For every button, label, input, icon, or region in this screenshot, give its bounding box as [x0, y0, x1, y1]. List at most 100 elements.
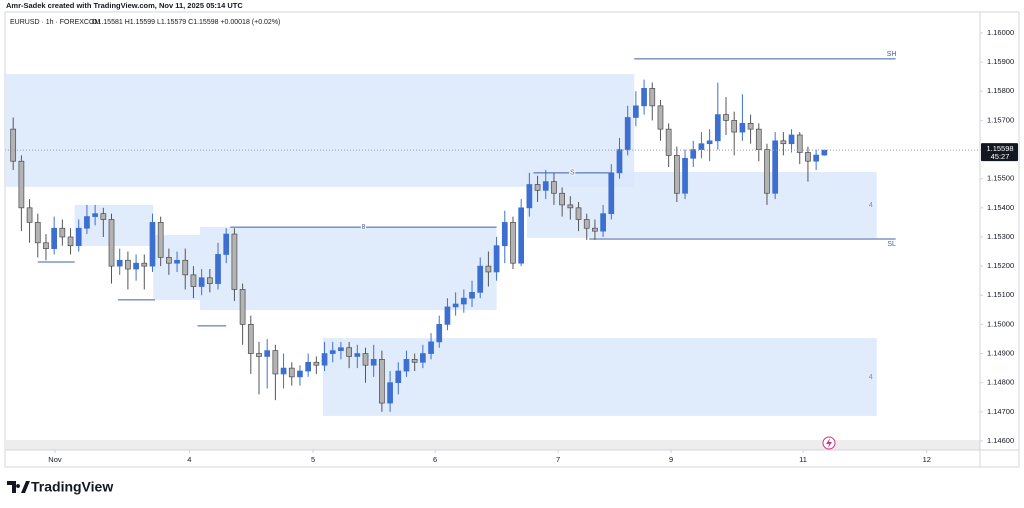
candle-body: [305, 361, 312, 372]
x-tick-label: 7: [556, 455, 560, 464]
level-label: SH: [887, 51, 897, 58]
candle-body: [272, 350, 279, 375]
candle-body: [764, 149, 770, 194]
candle-body: [436, 324, 443, 343]
candle-body: [362, 353, 369, 366]
logo: TradingView: [7, 479, 113, 495]
bottom-band: [5, 440, 980, 450]
candle-body: [338, 347, 344, 351]
candle-body: [682, 157, 688, 194]
candle-body: [125, 259, 131, 270]
candle-body: [665, 128, 672, 156]
candle-body: [26, 207, 33, 223]
logo-icon: [7, 481, 30, 493]
candle-body: [690, 149, 697, 159]
candle-body: [452, 303, 459, 308]
candle-body: [723, 114, 729, 121]
frame: [4, 11, 1020, 468]
x-tick-label: 4: [187, 455, 191, 464]
candle-body: [231, 233, 238, 290]
candle-body: [313, 361, 320, 366]
x-tick-label: Nov: [48, 455, 62, 464]
candle-body: [133, 262, 139, 270]
candle-body: [583, 219, 590, 229]
y-tick-label: 1.15800: [987, 86, 1014, 95]
candle-body: [411, 359, 418, 363]
candle-body: [428, 341, 434, 354]
candle-body: [92, 213, 98, 217]
candle-body: [288, 367, 295, 378]
candle-body: [43, 242, 49, 249]
y-tick-label: 1.14600: [987, 436, 1014, 445]
y-tick-label: 1.14700: [987, 407, 1014, 416]
candle-body: [34, 222, 41, 244]
y-tick-label: 1.15500: [987, 174, 1014, 183]
candle-body: [149, 222, 156, 267]
candle-body: [780, 140, 787, 145]
candle-body: [174, 259, 180, 264]
x-tick-label: 11: [799, 455, 807, 464]
candle-body: [223, 233, 230, 255]
candle-body: [460, 297, 467, 305]
candle-body: [215, 254, 221, 284]
zone-label: 4: [869, 202, 873, 209]
last-price-box: [981, 143, 1018, 162]
candle-body: [59, 227, 66, 238]
zone: [526, 171, 877, 238]
candle-body: [321, 353, 328, 366]
symbol: EURUSD · 1h · FOREXCOM: [10, 19, 100, 26]
last-price-label: 1.15598: [986, 144, 1013, 153]
candle-body: [673, 155, 680, 194]
zone: [5, 74, 635, 187]
credit: Amr-Sadek created with TradingView.com, …: [6, 1, 243, 10]
candle-body: [75, 227, 82, 247]
x-tick-label: 9: [669, 455, 673, 464]
candle-body: [84, 216, 90, 229]
candle-body: [501, 222, 508, 247]
candle-body: [731, 120, 738, 133]
candle-body: [370, 359, 377, 366]
candle-body: [493, 245, 500, 273]
candle-body: [657, 105, 664, 130]
y-tick-label: 1.15000: [987, 319, 1014, 328]
x-tick-label: 5: [311, 455, 315, 464]
candle-body: [526, 184, 533, 209]
y-tick-label: 1.15100: [987, 290, 1014, 299]
candle-body: [444, 306, 451, 325]
zone: [200, 227, 497, 311]
candle-body: [485, 265, 492, 273]
zone: [322, 338, 877, 416]
y-tick-label: 1.14800: [987, 378, 1014, 387]
candle-body: [755, 128, 762, 150]
alert-bolt: [826, 438, 832, 448]
y-tick-label: 1.15900: [987, 57, 1014, 66]
y-tick-label: 1.15200: [987, 261, 1014, 270]
candle-body: [239, 289, 246, 325]
candle-body: [559, 192, 565, 206]
x-tick-label: 12: [923, 455, 931, 464]
candle-body: [788, 134, 795, 145]
candle-body: [329, 350, 336, 354]
candle-body: [641, 88, 647, 107]
candle-body: [190, 274, 197, 287]
candle-body: [67, 236, 74, 247]
candle-body: [796, 134, 803, 153]
candle-body: [403, 359, 410, 372]
zone-label: 4: [869, 374, 873, 381]
candle-body: [157, 222, 164, 258]
candle-body: [706, 140, 713, 145]
countdown: 45:27: [991, 152, 1010, 161]
x-tick-label: 6: [433, 455, 437, 464]
level-label: 8: [362, 224, 366, 231]
candle-body: [813, 154, 819, 162]
level-label: S: [570, 170, 575, 177]
candle-body: [51, 227, 58, 249]
levels: SH SL 8 S: [37, 50, 897, 327]
candle-body: [379, 359, 385, 404]
candle-body: [608, 172, 615, 215]
candle-body: [264, 350, 271, 357]
candle-body: [575, 207, 582, 220]
candle-body: [821, 149, 828, 156]
candle-body: [346, 347, 352, 357]
candle-body: [567, 204, 574, 209]
